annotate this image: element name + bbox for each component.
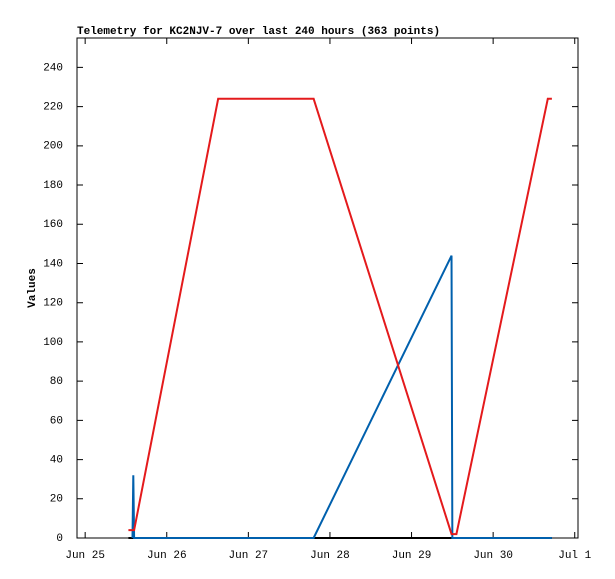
x-tick-label: Jul 1 xyxy=(558,550,591,562)
y-axis-label: Values xyxy=(27,268,39,308)
x-tick-label: Jun 25 xyxy=(65,550,105,562)
y-tick-label: 220 xyxy=(43,102,63,114)
line xyxy=(131,255,552,539)
y-tick-label: 0 xyxy=(56,533,63,545)
x-tick-label: Jun 29 xyxy=(392,550,432,562)
y-tick-label: 180 xyxy=(43,180,63,192)
y-tick-label: 80 xyxy=(50,376,63,388)
y-tick-label: 120 xyxy=(43,298,63,310)
x-tick-label: Jun 26 xyxy=(147,550,187,562)
x-tick-label: Jun 30 xyxy=(473,550,513,562)
y-tick-label: 60 xyxy=(50,415,63,427)
y-tick-label: 200 xyxy=(43,141,63,153)
plot-frame xyxy=(76,37,579,539)
y-tick-label: 240 xyxy=(43,62,63,74)
x-tick-label: Jun 27 xyxy=(229,550,269,562)
y-tick-label: 140 xyxy=(43,258,63,270)
y-tick-label: 20 xyxy=(50,494,63,506)
x-tick-label: Jun 28 xyxy=(310,550,350,562)
y-tick-label: 100 xyxy=(43,337,63,349)
chart-title: Telemetry for KC2NJV-7 over last 240 hou… xyxy=(77,26,440,38)
line xyxy=(128,97,552,536)
y-tick-label: 40 xyxy=(50,454,63,466)
y-tick-label: 160 xyxy=(43,219,63,231)
